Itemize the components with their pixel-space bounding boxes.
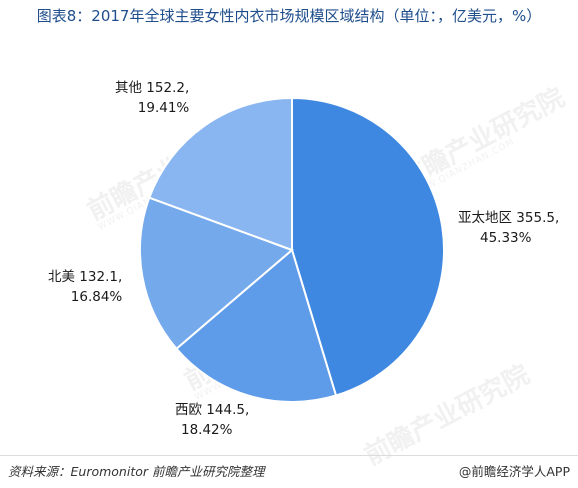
slice-label-asia-pacific: 亚太地区 355.5, 45.33% xyxy=(458,210,560,246)
brand-credit: @前瞻经济学人APP xyxy=(458,464,570,479)
source-note: 资料来源：Euromonitor 前瞻产业研究院整理 xyxy=(8,464,265,479)
pie-slice-other xyxy=(148,96,293,252)
pie-slice-asia-pacific xyxy=(291,96,445,397)
pie-slice-western-europe xyxy=(174,248,338,403)
footer-divider xyxy=(0,455,578,456)
chart-title: 图表8：2017年全球主要女性内衣市场规模区域结构（单位：，亿美元，%） xyxy=(36,7,542,25)
slice-label-north-america: 北美 132.1, 16.84% xyxy=(48,269,123,305)
pie-slice-north-america xyxy=(139,196,294,351)
slice-label-other: 其他 152.2, 19.41% xyxy=(115,80,190,116)
slice-label-western-europe: 西欧 144.5, 18.42% xyxy=(175,402,250,438)
